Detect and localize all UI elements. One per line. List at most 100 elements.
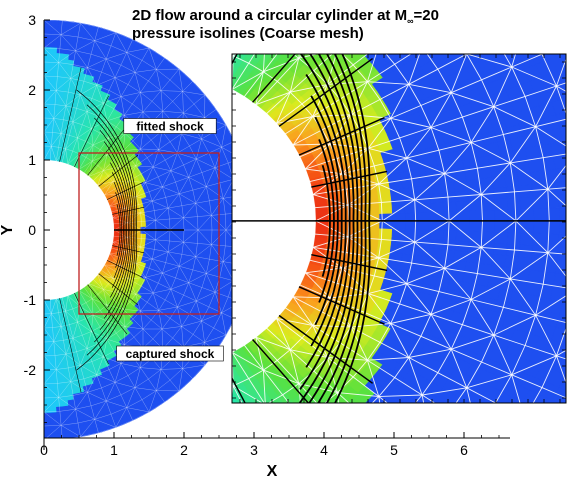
inset-cell (416, 464, 435, 481)
inset-cell (207, 470, 220, 483)
main-mesh-spoke (148, 378, 157, 391)
inset-cell (497, 408, 515, 425)
inset-cell (426, 455, 445, 472)
inset-cell (506, 231, 522, 245)
main-mesh-spoke (56, 147, 59, 162)
main-cell (58, 79, 66, 87)
inset-cell (558, 207, 566, 222)
main-mesh-diag (140, 90, 162, 93)
inset-cell (293, 464, 309, 479)
main-mesh-diag (106, 58, 116, 78)
main-mesh-spoke (169, 379, 180, 392)
main-mesh-diag (67, 295, 80, 307)
main-cell (44, 68, 50, 75)
inset-cell (278, 405, 292, 419)
main-mesh-diag (72, 111, 88, 122)
main-mesh-spoke (141, 48, 150, 61)
main-mesh-spoke (126, 244, 141, 248)
main-mesh-diag (140, 310, 159, 312)
inset-cell (197, 425, 208, 438)
main-cell (44, 89, 50, 96)
main-mesh-diag (106, 321, 109, 340)
main-mesh-spoke (97, 103, 104, 116)
main-mesh-spoke (152, 292, 166, 301)
main-mesh-spoke (134, 60, 143, 73)
main-cell (46, 143, 51, 150)
inset-cell (442, 5, 460, 22)
main-cell (44, 412, 51, 419)
main-mesh-spoke (101, 270, 113, 279)
main-mesh-spoke (49, 146, 52, 161)
inset-cell (335, 466, 352, 482)
inset-cell (517, 171, 533, 186)
main-mesh-spoke (183, 103, 195, 114)
main-mesh-diag (156, 369, 162, 391)
main-mesh-spoke (110, 32, 116, 46)
main-mesh-diag (141, 220, 156, 231)
main-mesh-spoke (91, 361, 97, 375)
main-mesh-spoke (197, 215, 212, 217)
main-mesh-spoke (165, 152, 178, 161)
inset-cell (494, 209, 509, 222)
main-mesh-diag (60, 409, 76, 426)
inset-cell (460, 8, 478, 25)
main-mesh-spoke (140, 310, 152, 321)
inset-cell (563, 336, 566, 345)
main-cell (50, 30, 59, 37)
main-mesh-diag (80, 23, 95, 41)
main-cell (183, 224, 190, 231)
main-mesh-spoke (92, 132, 101, 146)
inset-cell (404, 212, 419, 222)
main-mesh-spoke (108, 77, 116, 91)
main-cell (44, 434, 52, 438)
main-mesh-spoke (151, 319, 163, 330)
main-mesh-diag (44, 20, 62, 35)
main-mesh-spoke (183, 216, 198, 218)
inset-cell (315, 409, 331, 424)
main-mesh-spoke (132, 92, 141, 105)
inset-cell (228, 416, 240, 430)
main-mesh-spoke (142, 328, 154, 340)
main-mesh-diag (196, 300, 202, 322)
main-cell (226, 236, 233, 244)
inset-cell (415, 246, 430, 258)
main-mesh-spoke (169, 217, 184, 220)
main-cell (44, 73, 50, 80)
main-mesh-diag (214, 147, 222, 168)
main-mesh-spoke (82, 111, 88, 125)
inset-cell (149, 466, 159, 478)
main-cell (205, 229, 212, 237)
inset-cell (538, 413, 557, 431)
main-mesh-diag (134, 72, 141, 93)
main-mesh-spoke (120, 52, 127, 66)
inset-cell (506, 196, 522, 210)
inset-cell (158, 454, 168, 466)
inset-cell (527, 17, 546, 35)
inset-cell (472, 441, 491, 459)
inset-cell (402, 34, 419, 49)
inset-cell (511, 431, 530, 449)
main-mesh-diag (60, 311, 66, 327)
main-mesh-diag (115, 32, 127, 53)
main-mesh-diag (181, 133, 202, 140)
inset-cell (507, 208, 522, 222)
inset-cell (530, 0, 549, 17)
inset-cell (305, 444, 321, 459)
inset-cell (240, 424, 253, 438)
main-mesh-diag (211, 244, 224, 262)
main-mesh-diag (106, 120, 109, 139)
main-cell (44, 35, 52, 43)
main-mesh-spoke (101, 58, 107, 73)
inset-cell (538, 11, 557, 29)
main-mesh-diag (96, 77, 116, 86)
main-mesh-spoke (103, 160, 114, 171)
inset-cell (165, 430, 174, 442)
inset-cell (355, 0, 372, 4)
x-tick-label: 6 (460, 442, 468, 458)
main-cell (50, 428, 59, 435)
inset-cell (345, 460, 362, 476)
main-cell (57, 90, 64, 98)
main-mesh-diag (182, 364, 205, 369)
inset-cell (513, 468, 533, 485)
main-mesh-spoke (136, 191, 150, 197)
